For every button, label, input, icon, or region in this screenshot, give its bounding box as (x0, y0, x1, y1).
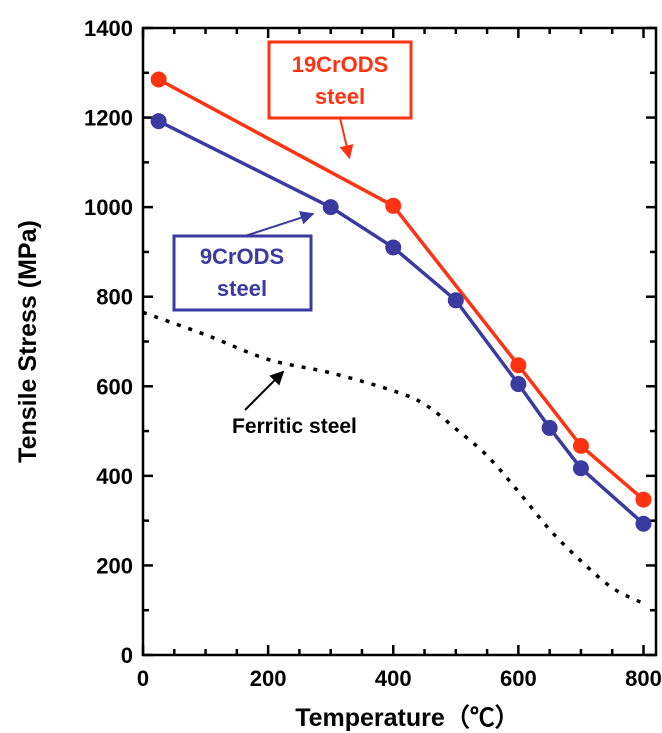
y-tick-label: 1000 (84, 195, 133, 220)
x-tick-label: 600 (500, 666, 537, 691)
data-point-9crods-steel (447, 292, 464, 309)
y-tick-label: 0 (121, 643, 133, 668)
x-tick-label: 0 (137, 666, 149, 691)
series-line-ferritic-steel (142, 310, 645, 606)
data-point-9crods-steel (322, 199, 339, 216)
x-tick-label: 200 (250, 666, 287, 691)
data-point-9crods-steel (385, 239, 402, 256)
tick-label-group: 0 200 400 600 800 0 200 400 600 800 1000 1200 1400 (84, 16, 662, 691)
x-tick-label: 800 (625, 666, 662, 691)
data-point-19crods-steel (150, 71, 167, 88)
data-point-9crods-steel (635, 515, 652, 532)
data-point-19crods-steel (635, 491, 652, 508)
series-group (142, 71, 652, 606)
data-point-9crods-steel (572, 460, 589, 477)
series-line-9crods-steel (157, 119, 645, 526)
data-point-9crods-steel (541, 419, 558, 436)
annotation-label-19crods: steel (315, 84, 365, 109)
y-tick-label: 600 (96, 374, 133, 399)
annotation-box-19crods (267, 40, 413, 120)
y-tick-label: 1200 (84, 106, 133, 131)
data-point-19crods-steel (510, 357, 527, 374)
y-tick-label: 1400 (84, 16, 133, 41)
y-tick-label: 800 (96, 285, 133, 310)
y-tick-label: 400 (96, 464, 133, 489)
data-point-19crods-steel (385, 197, 402, 214)
annotation-label-19crods: 19CrODS (292, 52, 389, 77)
y-axis-title: Tensile Stress (MPa) (14, 220, 42, 463)
y-tick-label: 200 (96, 553, 133, 578)
data-point-9crods-steel (510, 376, 527, 393)
annotation-arrow-9crods (244, 211, 315, 237)
annotation-box-9crods (172, 234, 313, 312)
annotation-label-9crods: 9CrODS (200, 244, 284, 269)
x-axis-title: Temperature（℃） (295, 703, 520, 732)
annotation-arrow-ferritic (244, 370, 285, 411)
data-point-9crods-steel (150, 113, 167, 130)
annotation-label-ferritic: Ferritic steel (232, 415, 357, 438)
annotation-arrow-19crods (339, 117, 354, 160)
annotation-group: 19CrODS steel 9CrODS steel Ferritic steel (172, 40, 413, 438)
annotation-label-9crods: steel (217, 276, 267, 301)
plot-frame-group (141, 26, 658, 657)
data-point-19crods-steel (572, 437, 589, 454)
x-tick-label: 400 (375, 666, 412, 691)
